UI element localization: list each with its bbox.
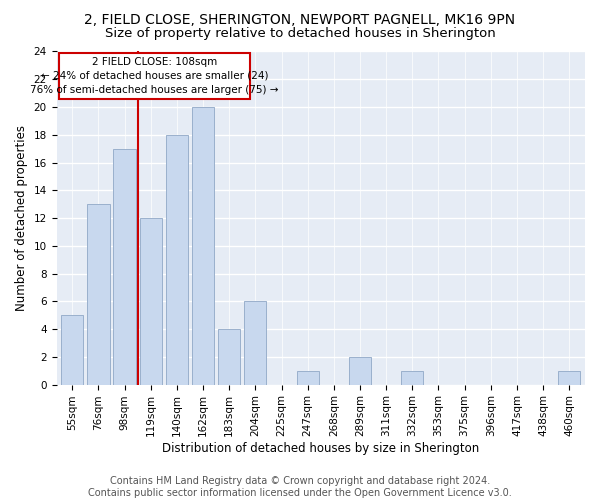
Text: ← 24% of detached houses are smaller (24): ← 24% of detached houses are smaller (24…: [41, 71, 268, 81]
Bar: [192, 107, 214, 384]
Text: Size of property relative to detached houses in Sherington: Size of property relative to detached ho…: [104, 28, 496, 40]
Y-axis label: Number of detached properties: Number of detached properties: [15, 125, 28, 311]
FancyBboxPatch shape: [59, 53, 250, 98]
Text: Contains HM Land Registry data © Crown copyright and database right 2024.
Contai: Contains HM Land Registry data © Crown c…: [88, 476, 512, 498]
Bar: [140, 218, 162, 384]
Bar: [61, 315, 83, 384]
Bar: [296, 370, 319, 384]
Text: 2, FIELD CLOSE, SHERINGTON, NEWPORT PAGNELL, MK16 9PN: 2, FIELD CLOSE, SHERINGTON, NEWPORT PAGN…: [85, 12, 515, 26]
Bar: [166, 135, 188, 384]
Bar: [349, 357, 371, 384]
Bar: [218, 329, 241, 384]
Bar: [87, 204, 110, 384]
Text: 2 FIELD CLOSE: 108sqm: 2 FIELD CLOSE: 108sqm: [92, 57, 217, 67]
Bar: [244, 302, 266, 384]
Text: 76% of semi-detached houses are larger (75) →: 76% of semi-detached houses are larger (…: [31, 84, 279, 94]
Bar: [558, 370, 580, 384]
Bar: [113, 148, 136, 384]
X-axis label: Distribution of detached houses by size in Sherington: Distribution of detached houses by size …: [162, 442, 479, 455]
Bar: [401, 370, 424, 384]
